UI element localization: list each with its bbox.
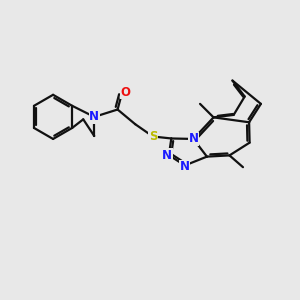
Text: N: N (89, 110, 99, 123)
Text: N: N (162, 149, 172, 162)
Text: N: N (180, 160, 190, 173)
Text: S: S (149, 130, 157, 143)
Text: N: N (188, 133, 198, 146)
Text: O: O (120, 86, 130, 99)
